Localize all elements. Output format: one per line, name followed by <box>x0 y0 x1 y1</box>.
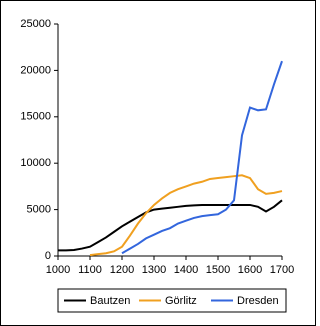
series-line <box>58 199 283 252</box>
series-line <box>89 174 283 257</box>
series-line <box>121 60 283 255</box>
x-tick-label: 1100 <box>78 264 102 276</box>
x-tick-label: 1200 <box>110 264 134 276</box>
x-tick-label: 1600 <box>238 264 262 276</box>
y-tick-label: 5000 <box>27 204 51 216</box>
legend-box <box>57 288 287 313</box>
legend-label: Bautzen <box>90 295 130 307</box>
legend-label: Görlitz <box>165 295 197 307</box>
y-tick-label: 20000 <box>20 64 51 76</box>
x-tick-label: 1500 <box>206 264 230 276</box>
x-tick-label: 1700 <box>270 264 294 276</box>
y-tick-label: 10000 <box>20 157 51 169</box>
legend-label: Dresden <box>237 295 279 307</box>
x-tick-label: 1400 <box>174 264 198 276</box>
x-tick-label: 1300 <box>142 264 166 276</box>
y-tick-label: 25000 <box>20 18 51 30</box>
y-tick-label: 15000 <box>20 111 51 123</box>
x-tick-label: 1000 <box>46 264 70 276</box>
y-tick-label: 0 <box>45 250 51 262</box>
